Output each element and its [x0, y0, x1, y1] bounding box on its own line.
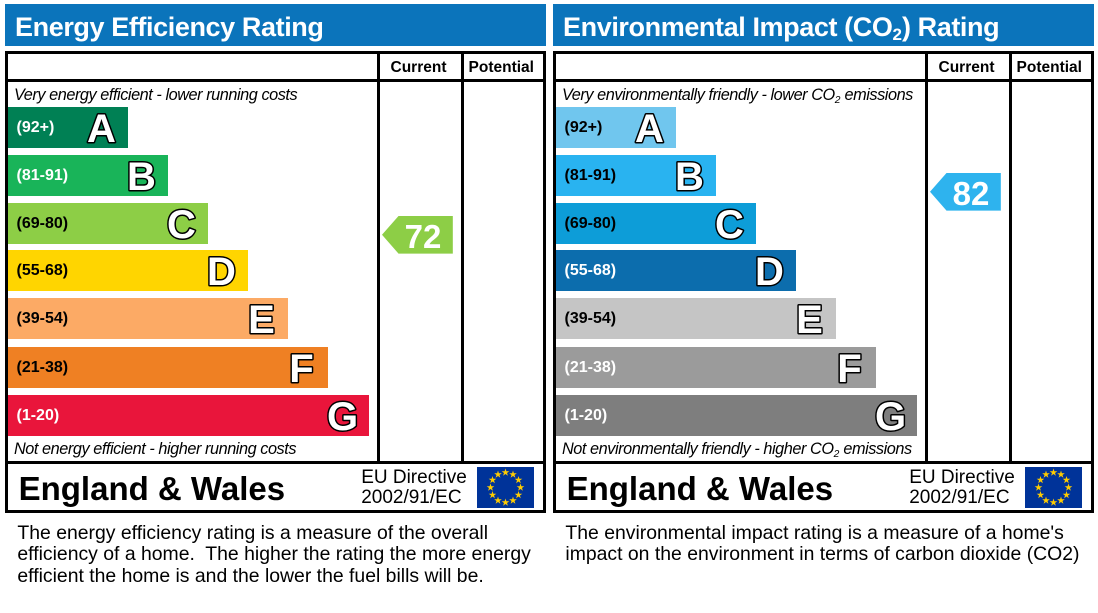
svg-text:F: F — [837, 347, 861, 388]
svg-text:A: A — [87, 107, 116, 148]
svg-text:B: B — [675, 155, 704, 196]
svg-text:82: 82 — [952, 174, 989, 210]
svg-text:G: G — [875, 395, 906, 436]
svg-text:B: B — [127, 155, 156, 196]
svg-text:72: 72 — [404, 218, 441, 254]
svg-text:G: G — [327, 395, 358, 436]
svg-text:C: C — [167, 203, 196, 244]
svg-text:F: F — [289, 347, 313, 388]
svg-text:E: E — [248, 298, 275, 339]
svg-text:A: A — [635, 107, 664, 148]
svg-text:E: E — [796, 298, 823, 339]
svg-text:D: D — [207, 250, 236, 291]
svg-text:C: C — [715, 203, 744, 244]
svg-text:D: D — [755, 250, 784, 291]
